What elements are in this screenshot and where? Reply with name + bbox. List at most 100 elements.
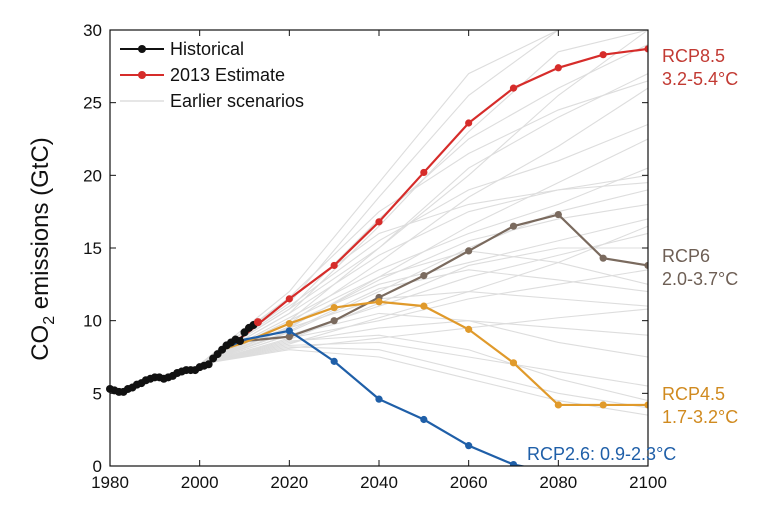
legend-marker-2013-estimate (138, 71, 146, 79)
point-rcp6-2030 (330, 317, 338, 325)
point-rcp6-2100 (644, 261, 648, 270)
end-label-rcp85: RCP8.5 3.2-5.4°C (662, 46, 738, 89)
point-rcp45-2090 (599, 401, 607, 409)
earlier-scenario-line-29 (199, 73, 648, 365)
point-rcp85-2020 (285, 295, 293, 303)
point-rcp85-2030 (330, 261, 338, 270)
y-label-subscript: 2 (41, 316, 58, 325)
x-tick-label-2100: 2100 (629, 473, 667, 492)
earlier-scenario-line-30 (199, 80, 648, 365)
y-tick-label-15: 15 (83, 239, 102, 258)
x-tick-label-2000: 2000 (181, 473, 219, 492)
earlier-scenario-line-3 (199, 30, 648, 365)
series-rcp26 (221, 327, 527, 466)
point-rcp45-2050 (420, 302, 428, 310)
series-line-rcp45 (221, 300, 648, 407)
legend-label-earlier-scenarios: Earlier scenarios (170, 91, 304, 111)
point-rcp45-2080 (554, 401, 562, 409)
point-rcp45-2100 (644, 401, 648, 409)
x-tick-label-2020: 2020 (270, 473, 308, 492)
earlier-scenario-line-16 (199, 312, 648, 365)
rcp-series-group (221, 45, 648, 466)
series-rcp85 (221, 45, 648, 351)
estimate-2013-point (253, 318, 262, 327)
point-rcp6-2090 (599, 254, 607, 262)
point-rcp85-2070 (509, 84, 518, 92)
end-label-name-rcp6: RCP6 (662, 246, 710, 266)
point-rcp85-2040 (375, 218, 383, 226)
point-rcp45-2070 (509, 359, 518, 367)
x-tick-label-2040: 2040 (360, 473, 398, 492)
y-tick-label-10: 10 (83, 312, 102, 331)
earlier-scenario-line-10 (199, 167, 648, 365)
earlier-scenario-line-15 (199, 320, 648, 365)
point-rcp45-2030 (330, 303, 338, 312)
point-rcp26-2030 (330, 357, 338, 365)
point-rcp85-2050 (420, 168, 428, 177)
earlier-scenario-line-26 (199, 269, 648, 365)
point-rcp26-2060 (465, 442, 473, 450)
y-axis-label: CO2 emissions (GtC) (27, 137, 58, 361)
earlier-scenario-line-8 (199, 123, 648, 365)
x-tick-label-2080: 2080 (539, 473, 577, 492)
point-rcp85-2080 (554, 64, 562, 72)
end-label-range-rcp45: 1.7-3.2°C (662, 407, 738, 427)
point-rcp6-2080 (554, 210, 562, 219)
y-label-co: CO (27, 325, 54, 361)
legend-marker-historical (138, 45, 146, 53)
point-rcp45-2040 (375, 298, 383, 306)
point-rcp26-2020 (285, 327, 293, 335)
earlier-scenario-line-17 (199, 341, 648, 387)
point-rcp6-2020 (285, 333, 293, 341)
end-label-rcp26: RCP2.6: 0.9-2.3°C (527, 444, 676, 464)
end-label-rcp6: RCP6 2.0-3.7°C (662, 246, 738, 289)
y-tick-label-25: 25 (83, 94, 102, 113)
y-label-rest: emissions (GtC) (27, 137, 54, 316)
point-rcp6-2050 (420, 272, 428, 280)
point-rcp26-2040 (375, 395, 383, 403)
legend-entry-2013-estimate: 2013 Estimate (120, 65, 285, 85)
axes-group (109, 29, 649, 467)
end-label-name-rcp85: RCP8.5 (662, 46, 725, 66)
historical-point-2009 (236, 337, 245, 346)
end-label-name-rcp45: RCP4.5 (662, 384, 725, 404)
legend-entry-earlier-scenarios: Earlier scenarios (120, 91, 304, 111)
x-tick-label-2060: 2060 (450, 473, 488, 492)
historical-point-2002 (204, 360, 213, 369)
historical-series-group (106, 318, 262, 396)
y-tick-label-5: 5 (93, 384, 102, 403)
point-rcp26-2050 (420, 415, 428, 424)
point-rcp45-2060 (465, 325, 473, 333)
point-rcp85-2090 (599, 51, 607, 59)
point-rcp26-2070 (509, 460, 518, 466)
y-tick-label-20: 20 (83, 166, 102, 185)
legend-label-2013-estimate: 2013 Estimate (170, 65, 285, 85)
tick-labels-group: 1980 2000 2020 2040 2060 2080 2100 0 5 10 15 20 25 30 (83, 21, 667, 492)
end-label-range-rcp6: 2.0-3.7°C (662, 269, 738, 289)
y-tick-label-30: 30 (83, 21, 102, 40)
earlier-scenario-line-28 (199, 308, 648, 365)
earlier-scenario-line-20 (199, 349, 648, 416)
earlier-scenario-line-27 (199, 250, 648, 365)
legend-label-historical: Historical (170, 39, 244, 59)
x-tick-label-1980: 1980 (91, 473, 129, 492)
end-label-rcp45: RCP4.5 1.7-3.2°C (662, 384, 738, 427)
end-label-range-rcp85: 3.2-5.4°C (662, 69, 738, 89)
y-tick-label-0: 0 (93, 457, 102, 476)
earlier-scenario-line-2 (199, 30, 648, 365)
point-rcp85-2060 (465, 119, 473, 127)
series-end-labels: RCP8.5 3.2-5.4°C RCP6 2.0-3.7°C RCP4.5 1.7-3.… (527, 46, 738, 464)
series-rcp6 (221, 210, 648, 351)
point-rcp85-2100 (644, 45, 648, 53)
earlier-scenario-line-22 (199, 174, 648, 365)
series-rcp45 (221, 298, 648, 409)
earlier-scenario-line-25 (199, 247, 648, 365)
earlier-scenarios-group (199, 30, 648, 416)
earlier-scenario-line-19 (199, 346, 648, 409)
point-rcp6-2060 (465, 247, 473, 255)
point-rcp6-2070 (509, 222, 518, 230)
legend: Historical 2013 Estimate Earlier scenarios (120, 39, 304, 111)
point-rcp45-2020 (285, 319, 293, 328)
end-label-name-rcp26: RCP2.6: 0.9-2.3°C (527, 444, 676, 464)
